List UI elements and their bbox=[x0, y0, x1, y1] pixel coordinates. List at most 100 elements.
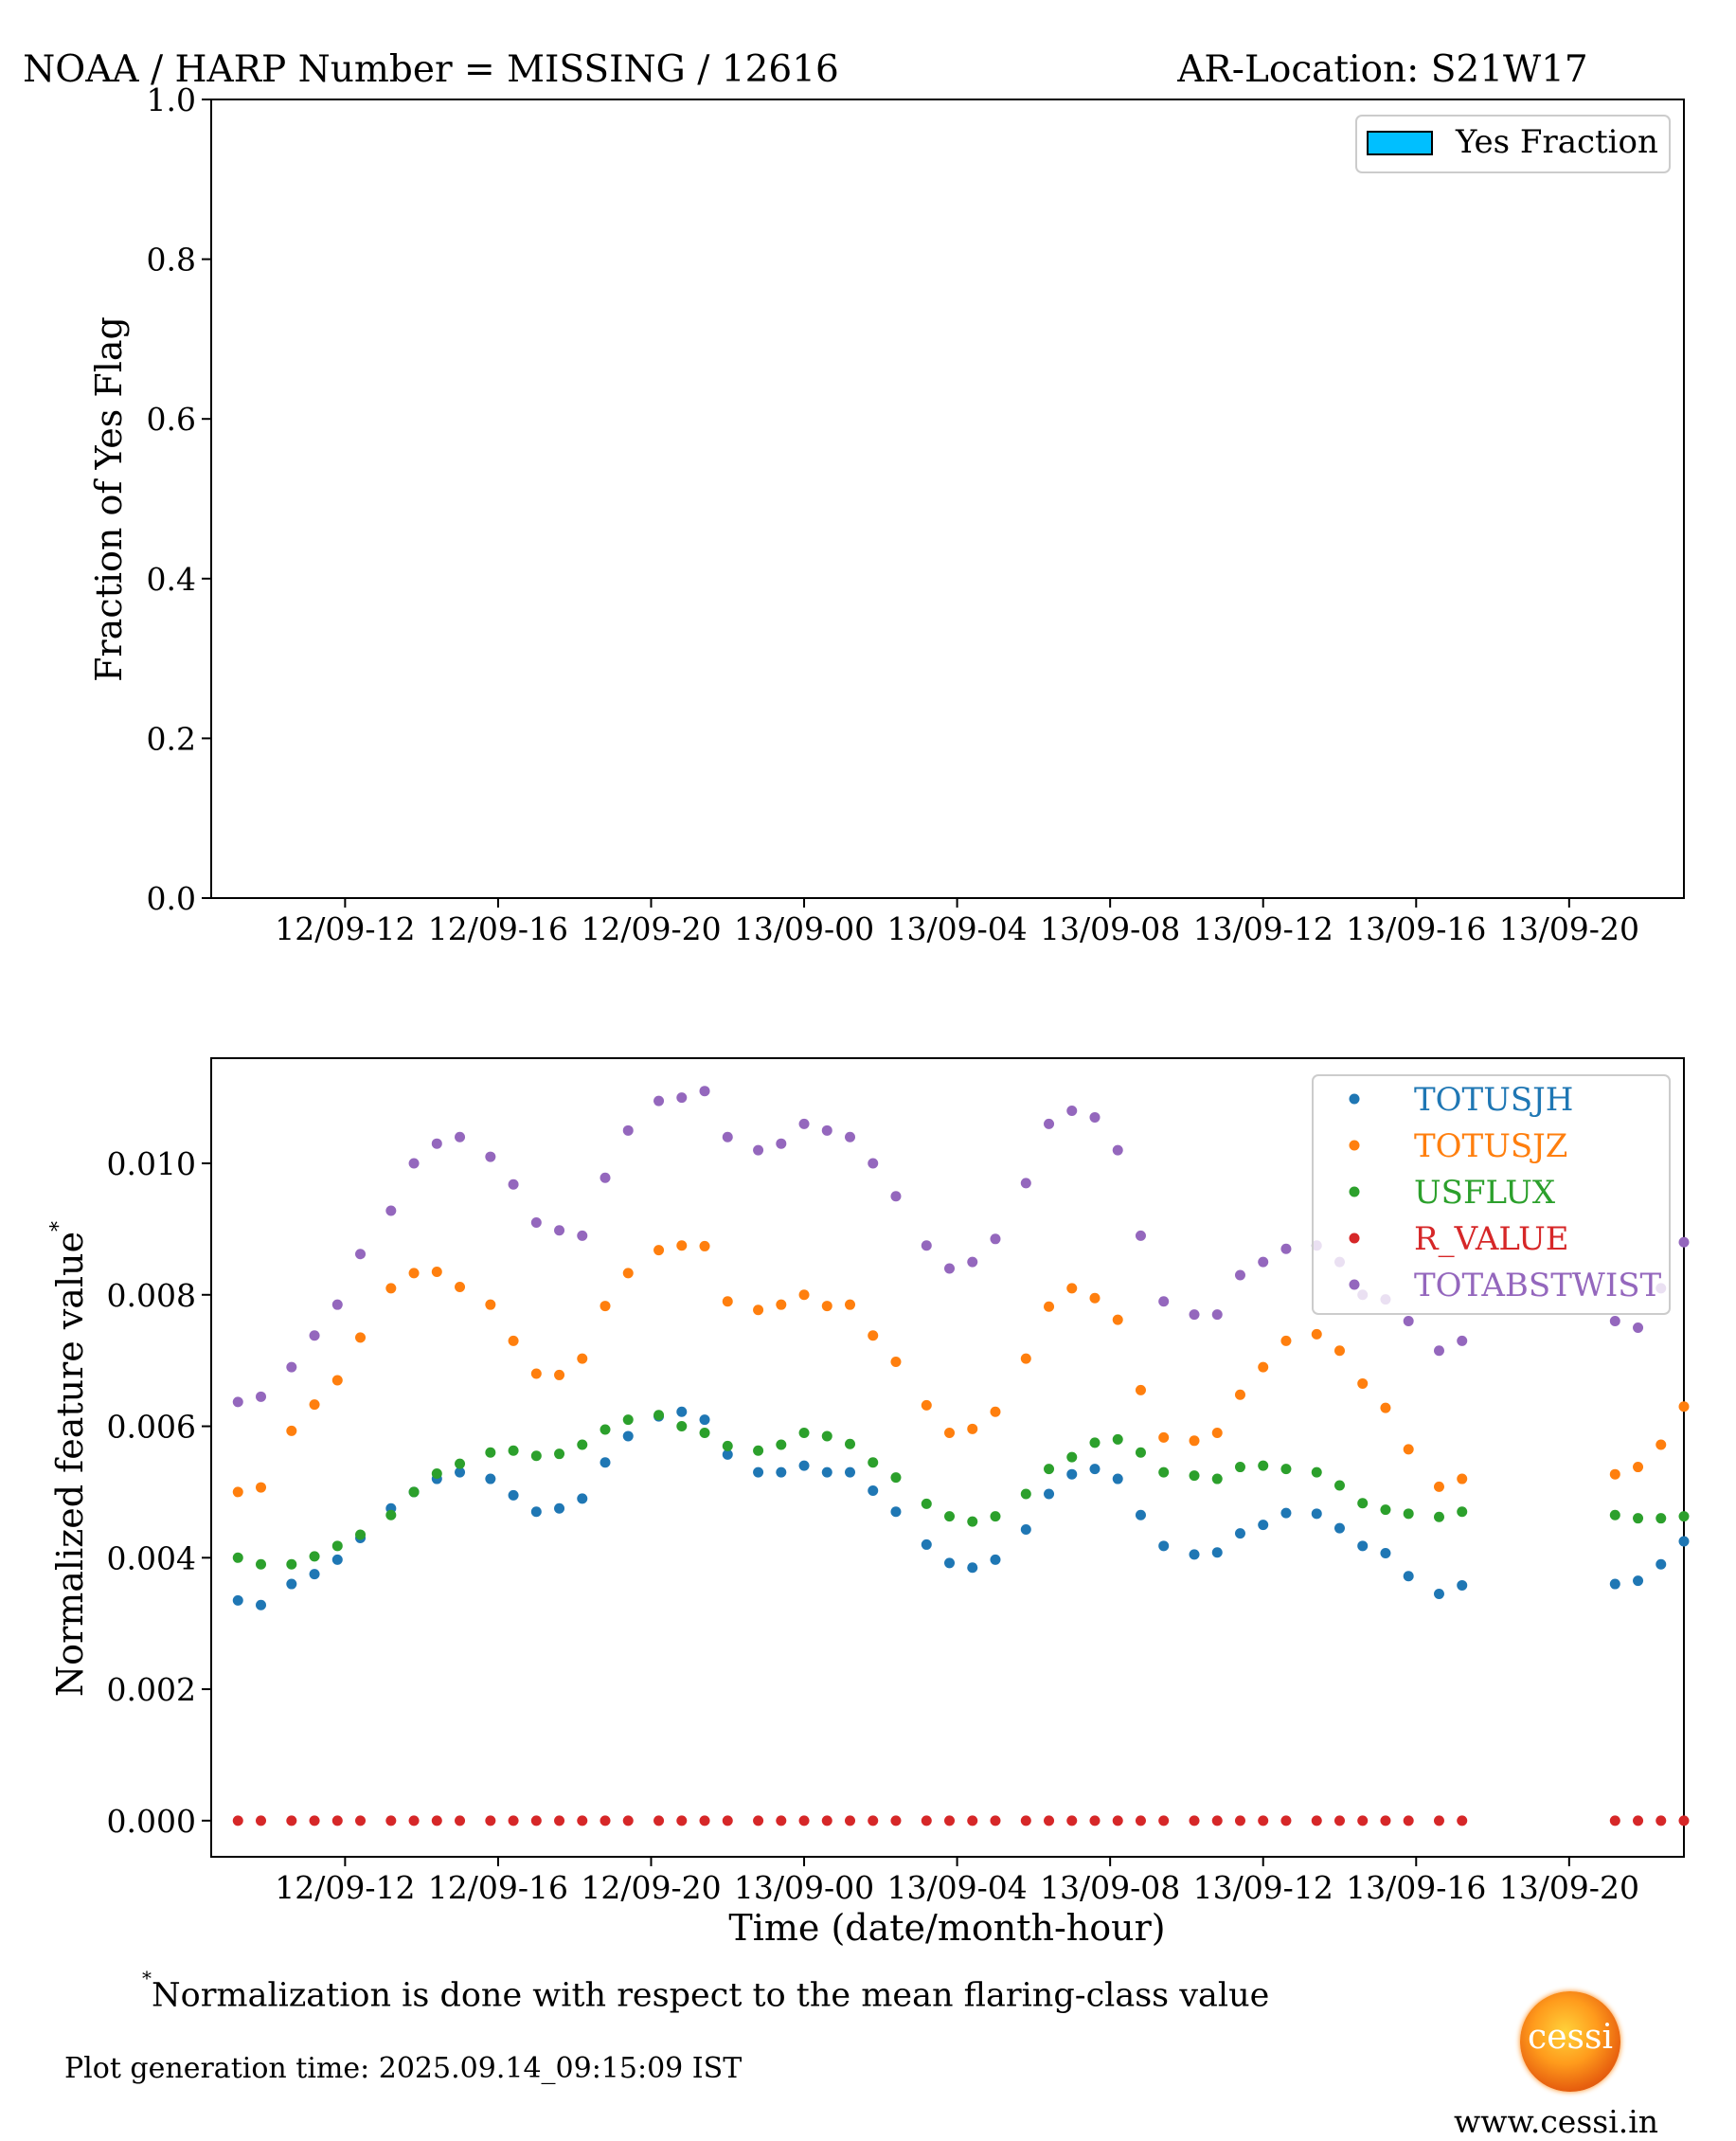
totusjz-point bbox=[845, 1299, 856, 1310]
totusjh-point bbox=[845, 1466, 856, 1478]
bottom-y-tick-label: 0.006 bbox=[107, 1409, 196, 1446]
totabstwist-point bbox=[753, 1144, 764, 1156]
totabstwist-point bbox=[385, 1205, 397, 1216]
totusjh-point bbox=[1380, 1547, 1391, 1558]
totusjz-point bbox=[1609, 1468, 1620, 1480]
bottom-x-tick-label: 12/09-12 bbox=[275, 1869, 415, 1906]
r-value-point bbox=[776, 1815, 787, 1826]
totabstwist-point bbox=[408, 1158, 420, 1169]
title-right: AR-Location: S21W17 bbox=[1176, 48, 1588, 91]
totusjh-point bbox=[1158, 1540, 1170, 1552]
usflux-point bbox=[232, 1552, 243, 1563]
totusjh-point bbox=[1633, 1575, 1644, 1587]
bottom-x-ticks: 12/09-12 12/09-16 12/09-20 13/09-00 13/09-04… bbox=[275, 1857, 1639, 1906]
totusjh-point bbox=[1044, 1488, 1055, 1500]
r-value-point bbox=[1189, 1815, 1200, 1826]
totusjz-point bbox=[385, 1283, 397, 1294]
usflux-point bbox=[1380, 1504, 1391, 1516]
totusjh-point bbox=[944, 1557, 956, 1569]
r-value-point bbox=[1135, 1815, 1146, 1826]
r-value-point bbox=[1020, 1815, 1031, 1826]
r-value-point bbox=[408, 1815, 420, 1826]
totabstwist-point bbox=[1234, 1269, 1245, 1281]
totabstwist-point bbox=[1020, 1178, 1031, 1189]
cessi-logo[interactable]: cessi bbox=[1520, 1991, 1620, 2092]
bottom-legend: TOTUSJH TOTUSJZ USFLUX R_VALUE TOTABSTWIST bbox=[1312, 1074, 1671, 1315]
totusjz-point bbox=[1457, 1473, 1468, 1484]
totusjz-series bbox=[232, 1240, 1690, 1498]
totusjh-point bbox=[508, 1489, 519, 1501]
totusjh-point bbox=[868, 1485, 879, 1497]
totabstwist-point bbox=[331, 1299, 343, 1310]
totusjz-point bbox=[1280, 1335, 1292, 1346]
totusjz-point bbox=[1434, 1481, 1445, 1492]
totusjz-point bbox=[1403, 1444, 1414, 1455]
totabstwist-point bbox=[868, 1158, 879, 1169]
usflux-point bbox=[676, 1421, 688, 1432]
r-value-point bbox=[1044, 1815, 1055, 1826]
totabstwist-point bbox=[1158, 1296, 1170, 1307]
bottom-x-tick-label: 13/09-20 bbox=[1499, 1869, 1639, 1906]
totusjh-point bbox=[699, 1414, 710, 1426]
totabstwist-point bbox=[1457, 1335, 1468, 1346]
r-value-point bbox=[1678, 1815, 1690, 1826]
totabstwist-point bbox=[798, 1118, 810, 1129]
usflux-point bbox=[331, 1540, 343, 1552]
totusjz-point bbox=[286, 1425, 297, 1436]
top-plot-frame bbox=[210, 99, 1685, 899]
totabstwist-point bbox=[722, 1131, 733, 1142]
r-value-point bbox=[676, 1815, 688, 1826]
totusjh-point bbox=[1311, 1508, 1322, 1520]
totabstwist-point bbox=[1633, 1322, 1644, 1333]
totusjz-point bbox=[1189, 1435, 1200, 1447]
totusjz-point bbox=[530, 1368, 542, 1379]
usflux-point bbox=[1333, 1480, 1345, 1491]
usflux-point bbox=[1044, 1464, 1055, 1475]
totusjz-point bbox=[798, 1289, 810, 1301]
usflux-point bbox=[256, 1558, 267, 1570]
footnote-marker: * bbox=[142, 1967, 152, 1989]
bottom-y-tick-label: 0.008 bbox=[107, 1277, 196, 1314]
legend-yes-fraction: Yes Fraction bbox=[1455, 123, 1658, 161]
r-value-point bbox=[1357, 1815, 1369, 1826]
totusjh-point bbox=[1678, 1536, 1690, 1547]
usflux-point bbox=[753, 1445, 764, 1456]
totusjh-point bbox=[1112, 1473, 1123, 1484]
r-value-point bbox=[1089, 1815, 1101, 1826]
r-value-point bbox=[798, 1815, 810, 1826]
website-link[interactable]: www.cessi.in bbox=[1454, 2103, 1659, 2140]
top-y-tick-label: 0.2 bbox=[147, 720, 196, 757]
totusjz-point bbox=[1089, 1292, 1101, 1304]
totabstwist-point bbox=[431, 1138, 442, 1149]
bottom-y-ticks: 0.000 0.002 0.004 0.006 0.008 0.010 bbox=[107, 1145, 211, 1840]
bottom-y-axis-label-text: Normalized feature value bbox=[49, 1232, 91, 1697]
r-value-point bbox=[890, 1815, 902, 1826]
totusjh-point bbox=[1089, 1464, 1101, 1475]
totusjz-point bbox=[1044, 1301, 1055, 1312]
totusjh-point bbox=[1258, 1520, 1269, 1531]
top-y-ticks: 0.0 0.2 0.4 0.6 0.8 1.0 bbox=[147, 81, 211, 917]
top-y-tick-label: 0.0 bbox=[147, 880, 196, 917]
r-value-point bbox=[868, 1815, 879, 1826]
totusjh-point bbox=[1211, 1547, 1223, 1558]
totabstwist-point bbox=[821, 1124, 832, 1136]
totusjz-point bbox=[331, 1375, 343, 1386]
totusjz-point bbox=[554, 1369, 565, 1380]
totusjh-point bbox=[232, 1594, 243, 1606]
totabstwist-point bbox=[1066, 1106, 1078, 1117]
totusjh-point bbox=[622, 1430, 634, 1442]
usflux-point bbox=[309, 1551, 320, 1562]
totabstwist-point bbox=[1211, 1309, 1223, 1321]
usflux-point bbox=[845, 1438, 856, 1449]
totusjh-point bbox=[1434, 1588, 1445, 1599]
totabstwist-point bbox=[944, 1263, 956, 1274]
usflux-point bbox=[1112, 1433, 1123, 1445]
r-value-point bbox=[1434, 1815, 1445, 1826]
usflux-point bbox=[1434, 1511, 1445, 1522]
totusjh-point bbox=[1609, 1578, 1620, 1590]
top-x-tick-label: 12/09-16 bbox=[428, 910, 568, 947]
usflux-point bbox=[1633, 1513, 1644, 1524]
bottom-x-tick-label: 12/09-20 bbox=[581, 1869, 721, 1906]
totabstwist-point bbox=[1135, 1230, 1146, 1241]
totabstwist-point bbox=[845, 1131, 856, 1142]
